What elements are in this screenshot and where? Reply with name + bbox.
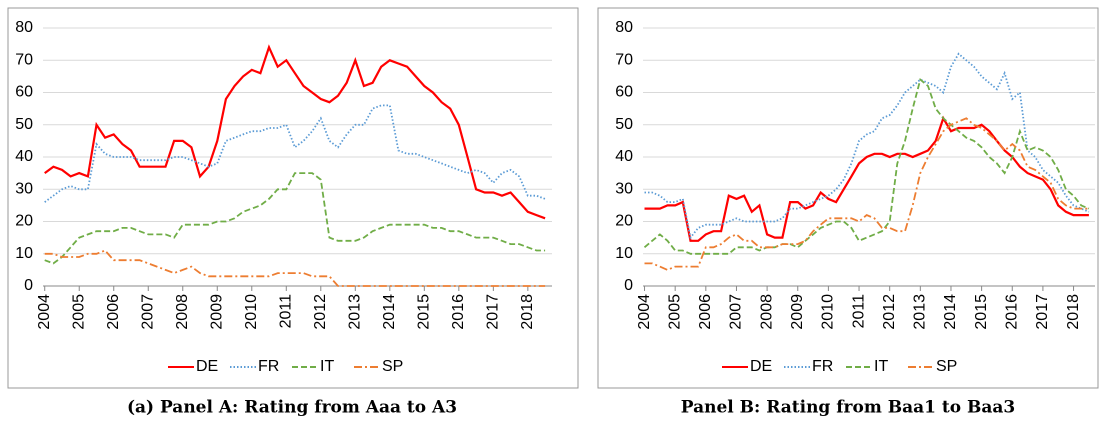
x-tick-label: 2014 <box>942 294 959 330</box>
y-tick-label: 20 <box>615 213 633 230</box>
y-tick-label: 30 <box>15 180 33 197</box>
legend-label: IT <box>874 358 888 375</box>
y-tick-label: 70 <box>615 51 633 68</box>
series-line <box>44 172 546 265</box>
y-tick-label: 50 <box>615 116 633 133</box>
y-tick-label: 40 <box>15 148 33 165</box>
y-tick-label: 60 <box>15 84 33 101</box>
series-line <box>644 117 1089 271</box>
legend-label: FR <box>812 358 833 375</box>
y-tick-label: 0 <box>24 277 33 294</box>
panel-frame <box>7 7 579 389</box>
x-tick-label: 2015 <box>973 294 990 330</box>
series-line <box>44 44 546 220</box>
x-tick-label: 2008 <box>174 294 191 330</box>
x-tick-label: 2014 <box>381 294 398 330</box>
x-tick-label: 2004 <box>36 294 53 330</box>
x-tick-label: 2009 <box>789 294 806 330</box>
y-tick-label: 50 <box>15 116 33 133</box>
legend-label: IT <box>320 358 334 375</box>
x-tick-label: 2017 <box>1034 294 1051 330</box>
legend-label: SP <box>382 358 403 375</box>
x-tick-label: 2006 <box>697 294 714 330</box>
panel-frame <box>597 7 1099 389</box>
y-tick-label: 30 <box>615 180 633 197</box>
y-tick-label: 60 <box>615 84 633 101</box>
x-tick-label: 2006 <box>105 294 122 330</box>
series-line <box>644 115 1089 242</box>
legend-label: DE <box>196 358 218 375</box>
x-tick-label: 2012 <box>881 294 898 330</box>
series-line <box>44 249 546 287</box>
y-tick-label: 10 <box>615 245 633 262</box>
x-tick-label: 2011 <box>850 294 867 329</box>
x-tick-label: 2010 <box>243 294 260 330</box>
series-line <box>44 104 546 203</box>
x-tick-label: 2018 <box>1065 294 1082 330</box>
y-tick-label: 80 <box>15 19 33 36</box>
x-tick-label: 2010 <box>820 294 837 330</box>
x-tick-label: 2017 <box>485 294 502 330</box>
y-tick-label: 40 <box>615 148 633 165</box>
y-tick-label: 0 <box>624 277 633 294</box>
series-line <box>644 52 1090 240</box>
x-tick-label: 2012 <box>312 294 329 330</box>
x-tick-label: 2007 <box>728 294 745 330</box>
x-tick-label: 2005 <box>70 294 87 330</box>
caption: (a) Panel A: Rating from Aaa to A3 <box>127 398 457 418</box>
x-tick-label: 2005 <box>666 294 683 330</box>
x-tick-label: 2013 <box>912 294 929 330</box>
legend-label: FR <box>258 358 279 375</box>
y-tick-label: 20 <box>15 213 33 230</box>
x-tick-label: 2007 <box>139 294 156 330</box>
series-line <box>643 78 1090 255</box>
x-tick-label: 2016 <box>450 294 467 330</box>
x-tick-label: 2018 <box>519 294 536 330</box>
x-tick-label: 2008 <box>758 294 775 330</box>
legend-label: DE <box>750 358 772 375</box>
y-tick-label: 10 <box>15 245 33 262</box>
caption: Panel B: Rating from Baa1 to Baa3 <box>681 398 1015 418</box>
x-tick-label: 2015 <box>416 294 433 330</box>
x-tick-label: 2009 <box>208 294 225 330</box>
y-tick-label: 70 <box>15 51 33 68</box>
x-tick-label: 2011 <box>278 294 295 329</box>
x-tick-label: 2016 <box>1003 294 1020 330</box>
y-tick-label: 80 <box>615 19 633 36</box>
x-tick-label: 2004 <box>636 294 653 330</box>
x-tick-label: 2013 <box>347 294 364 330</box>
legend-label: SP <box>936 358 957 375</box>
